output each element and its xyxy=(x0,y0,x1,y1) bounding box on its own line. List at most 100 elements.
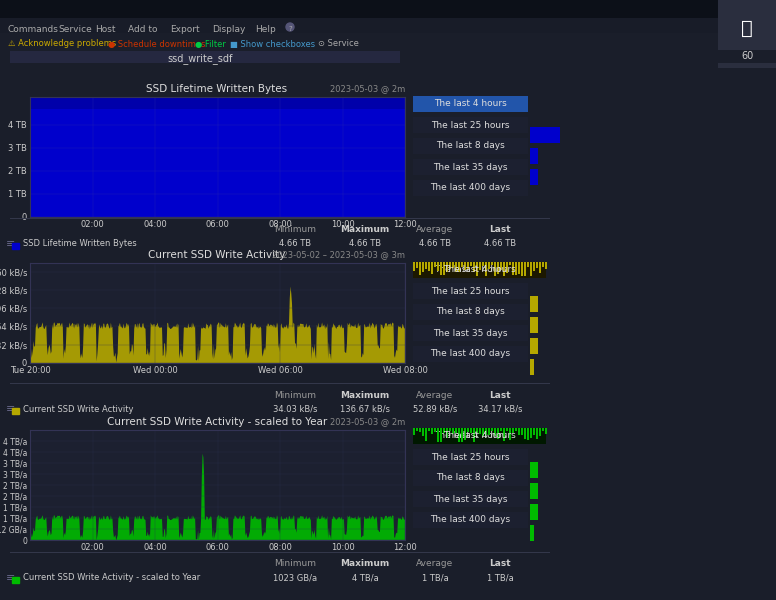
Text: Average: Average xyxy=(417,226,454,235)
Text: Current SSD Write Activity: Current SSD Write Activity xyxy=(148,250,286,260)
Bar xyxy=(455,262,457,272)
Bar xyxy=(524,262,526,276)
Bar xyxy=(506,428,508,431)
Text: ⏸: ⏸ xyxy=(741,19,753,37)
Text: ≡: ≡ xyxy=(6,573,16,583)
Bar xyxy=(470,428,472,433)
Bar xyxy=(521,428,523,435)
Bar xyxy=(461,262,463,267)
Text: The last 4 hours: The last 4 hours xyxy=(442,265,515,275)
Bar xyxy=(10,383,550,384)
Bar xyxy=(533,428,535,435)
Bar xyxy=(12,243,19,249)
Bar xyxy=(530,504,538,520)
Text: ?: ? xyxy=(288,26,292,32)
Bar xyxy=(530,127,560,143)
Bar xyxy=(467,262,469,269)
Text: ssd_write_sdf: ssd_write_sdf xyxy=(168,53,233,64)
Bar xyxy=(413,262,528,278)
Text: The last 8 days: The last 8 days xyxy=(435,307,504,317)
Text: The last 25 hours: The last 25 hours xyxy=(431,286,509,295)
Bar xyxy=(443,428,445,433)
Bar xyxy=(425,428,427,441)
Text: Last: Last xyxy=(489,559,511,569)
Bar xyxy=(512,428,514,433)
Bar xyxy=(452,262,454,268)
Text: The last 400 days: The last 400 days xyxy=(430,184,510,193)
Bar xyxy=(503,428,505,441)
Text: 1 TB/a: 1 TB/a xyxy=(421,574,449,583)
Bar xyxy=(506,262,508,273)
Bar xyxy=(482,428,484,436)
Text: 2023-05-03 @ 2m: 2023-05-03 @ 2m xyxy=(330,85,405,94)
Bar xyxy=(509,262,511,265)
Text: ● Schedule downtimes: ● Schedule downtimes xyxy=(108,40,206,49)
Bar xyxy=(503,262,505,276)
Bar xyxy=(491,428,493,431)
Bar xyxy=(449,262,451,269)
Bar xyxy=(428,262,430,271)
Bar xyxy=(10,552,550,553)
Bar xyxy=(530,296,538,312)
Bar xyxy=(524,428,526,439)
Text: 2023-05-02 – 2023-05-03 @ 3m: 2023-05-02 – 2023-05-03 @ 3m xyxy=(272,251,405,259)
Bar xyxy=(488,262,490,269)
Bar xyxy=(413,262,546,278)
Text: ≡: ≡ xyxy=(6,239,16,249)
Text: 136.67 kB/s: 136.67 kB/s xyxy=(340,404,390,413)
Bar xyxy=(416,428,418,431)
Bar xyxy=(497,428,499,439)
Bar xyxy=(428,428,430,431)
Text: Current SSD Write Activity - scaled to Year: Current SSD Write Activity - scaled to Y… xyxy=(23,574,200,583)
Bar xyxy=(718,0,776,68)
Bar xyxy=(530,483,538,499)
Bar xyxy=(413,96,528,112)
Bar xyxy=(539,262,541,273)
Text: ⚠ Acknowledge problems: ⚠ Acknowledge problems xyxy=(8,40,116,49)
Text: ≡: ≡ xyxy=(6,404,16,414)
Bar xyxy=(413,262,415,271)
Bar xyxy=(413,325,528,341)
Bar xyxy=(518,428,520,435)
Bar xyxy=(437,428,439,442)
Text: Maximum: Maximum xyxy=(341,559,390,569)
Bar xyxy=(533,262,535,271)
Bar xyxy=(485,262,487,276)
Text: 4.66 TB: 4.66 TB xyxy=(419,239,451,248)
Bar xyxy=(545,428,547,434)
Text: The last 8 days: The last 8 days xyxy=(435,142,504,151)
Bar xyxy=(515,428,517,431)
Bar xyxy=(530,428,532,438)
Bar xyxy=(413,180,528,196)
Bar xyxy=(476,428,478,433)
Bar xyxy=(461,428,463,442)
Bar xyxy=(446,262,448,272)
Text: The last 4 hours: The last 4 hours xyxy=(442,431,515,440)
Bar xyxy=(419,428,421,432)
Text: Maximum: Maximum xyxy=(341,226,390,235)
Bar xyxy=(443,262,445,275)
Bar xyxy=(500,262,502,270)
Text: The last 35 days: The last 35 days xyxy=(433,494,508,503)
Bar xyxy=(488,428,490,435)
Text: SSD Lifetime Written Bytes: SSD Lifetime Written Bytes xyxy=(147,84,288,94)
Bar xyxy=(413,470,528,486)
Text: 34.17 kB/s: 34.17 kB/s xyxy=(478,404,522,413)
Bar xyxy=(12,408,19,414)
Bar xyxy=(413,346,528,362)
Bar xyxy=(10,51,400,63)
Text: The last 35 days: The last 35 days xyxy=(433,163,508,172)
Bar xyxy=(536,428,538,439)
Bar xyxy=(413,283,528,299)
Bar xyxy=(416,262,418,268)
Bar xyxy=(530,317,538,333)
Bar xyxy=(437,262,439,271)
Text: 34.03 kB/s: 34.03 kB/s xyxy=(272,404,317,413)
Text: ⊙ Service: ⊙ Service xyxy=(318,40,359,49)
Bar xyxy=(545,262,547,269)
Bar xyxy=(530,148,538,164)
Bar xyxy=(473,428,475,442)
Bar xyxy=(518,262,520,274)
Text: Add to: Add to xyxy=(128,25,158,34)
Bar xyxy=(539,428,541,436)
